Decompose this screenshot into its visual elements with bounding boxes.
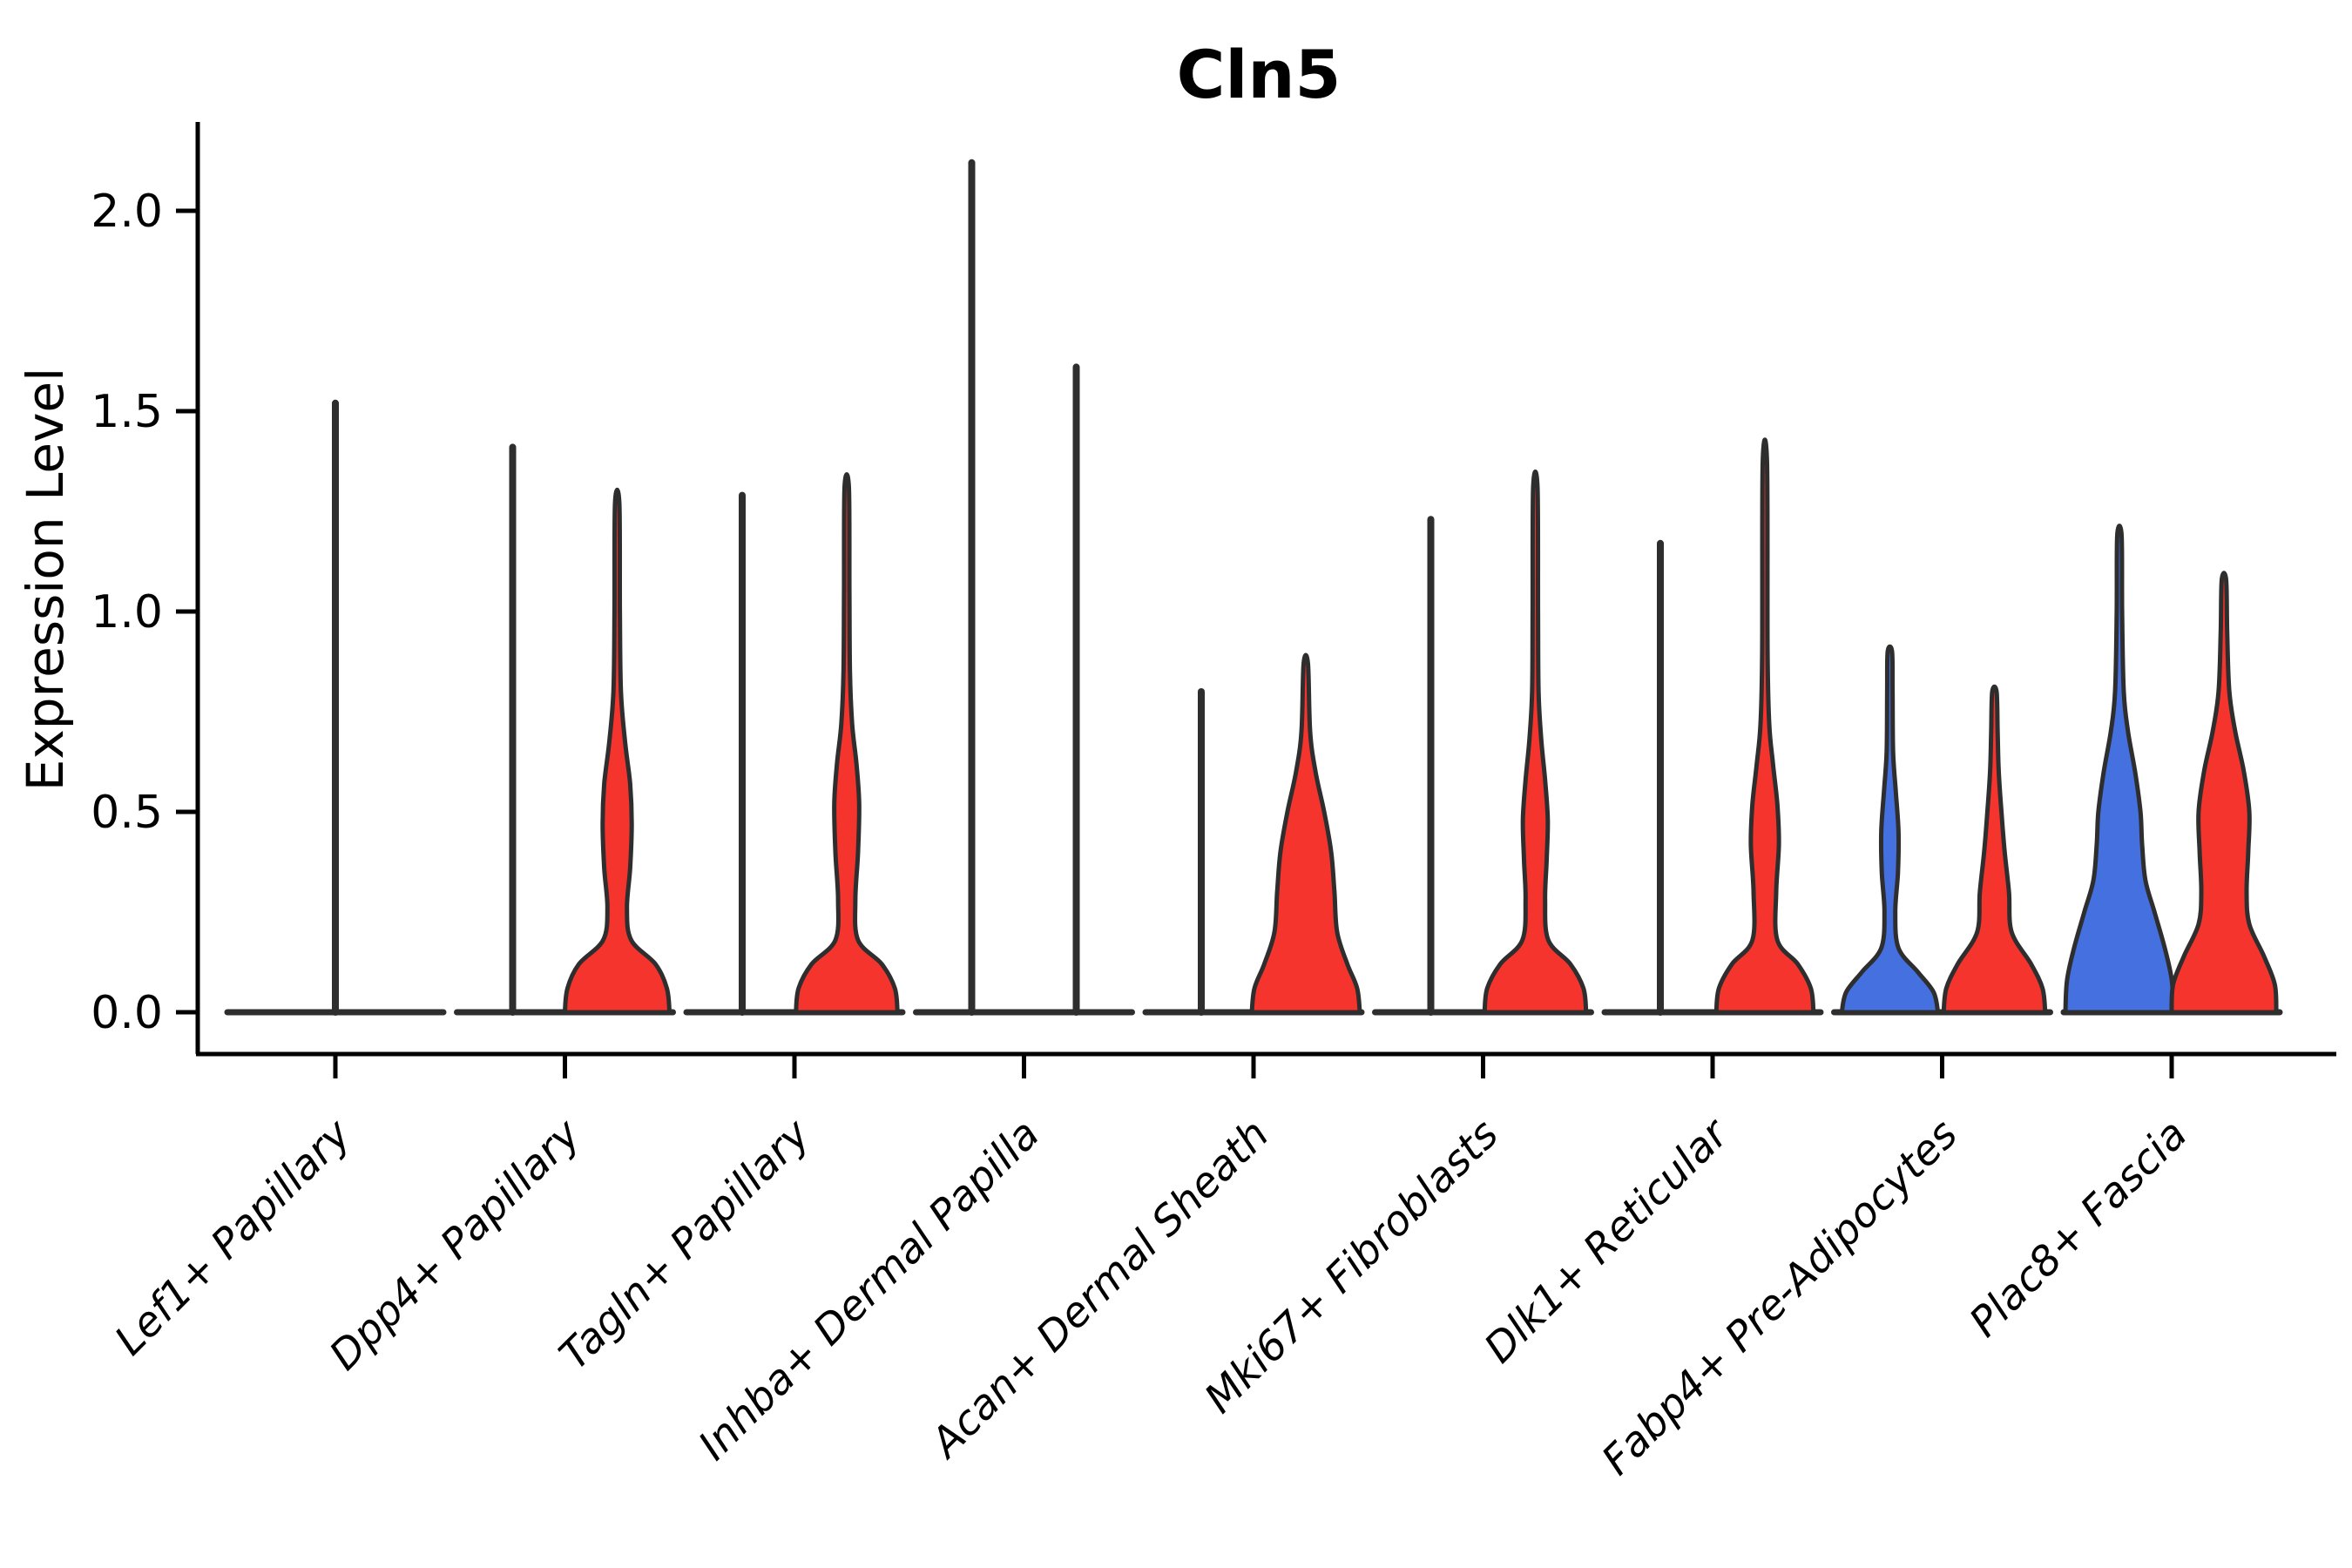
x-tick-label: Lef1+ Papillary xyxy=(105,1110,361,1365)
x-tick-label: Plac8+ Fascia xyxy=(1960,1111,2196,1347)
y-tick-label: 0.5 xyxy=(91,787,163,839)
violin-red xyxy=(1249,652,1362,1015)
violin-blue xyxy=(1839,644,1941,1015)
y-axis-title: Expression Level xyxy=(16,368,75,791)
violin-red xyxy=(1713,437,1816,1015)
x-tick-label: Tagln+ Papillary xyxy=(551,1110,821,1380)
y-tick-label: 0.0 xyxy=(91,987,163,1039)
y-tick-label: 1.5 xyxy=(91,386,163,438)
violin-red xyxy=(794,471,900,1015)
x-tick-label: Dpp4+ Papillary xyxy=(321,1110,591,1380)
violin-blue xyxy=(2063,524,2176,1015)
violin-red xyxy=(1941,684,2048,1015)
chart-title: Cln5 xyxy=(1177,36,1342,113)
y-tick-label: 1.0 xyxy=(91,586,163,639)
x-tick-label: Dlk1+ Reticular xyxy=(1476,1109,1740,1373)
violin-red xyxy=(2169,571,2279,1015)
y-tick-label: 2.0 xyxy=(91,186,163,238)
violin-red xyxy=(562,487,672,1015)
violin-red xyxy=(1482,470,1589,1015)
